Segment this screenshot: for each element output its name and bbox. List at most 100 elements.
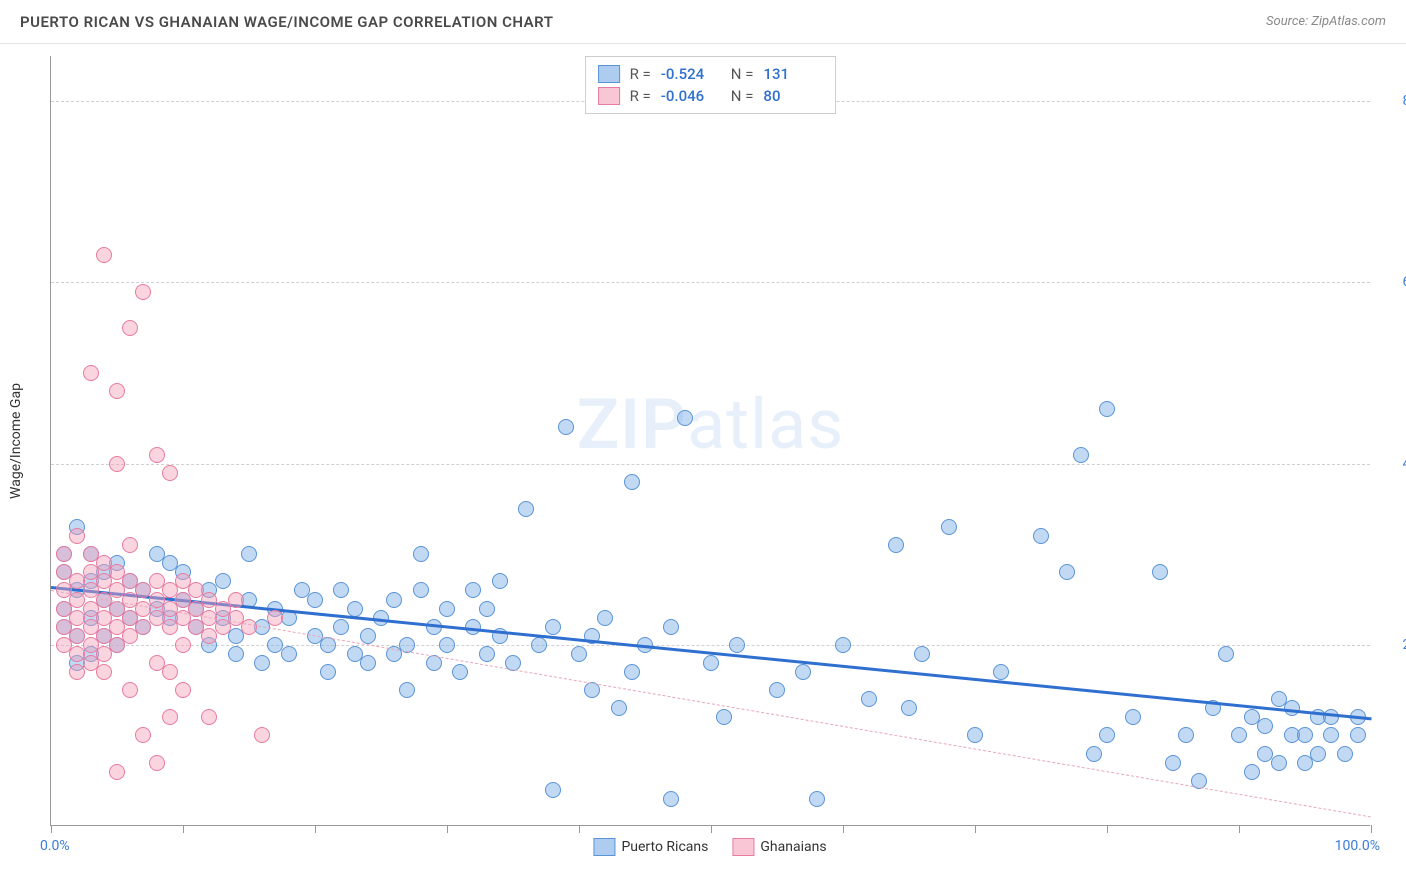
data-point <box>597 610 613 626</box>
data-point <box>347 601 363 617</box>
data-point <box>307 592 323 608</box>
trendline <box>51 590 1371 817</box>
data-point <box>109 456 125 472</box>
data-point <box>228 646 244 662</box>
data-point <box>1178 727 1194 743</box>
y-tick-label: 60.0% <box>1380 274 1406 290</box>
r-label-2: R = <box>630 87 651 105</box>
x-tick <box>711 825 712 833</box>
data-point <box>413 582 429 598</box>
data-point <box>175 637 191 653</box>
data-point <box>96 664 112 680</box>
data-point <box>135 727 151 743</box>
gridline <box>51 464 1370 465</box>
data-point <box>386 592 402 608</box>
r-value-2: -0.046 <box>661 87 721 105</box>
data-point <box>624 664 640 680</box>
data-point <box>228 592 244 608</box>
data-point <box>663 791 679 807</box>
source-label: Source: ZipAtlas.com <box>1266 14 1386 29</box>
data-point <box>518 501 534 517</box>
chart-area: Wage/Income Gap ZIPatlas R = -0.524 N = … <box>50 56 1370 826</box>
y-tick-label: 80.0% <box>1380 93 1406 109</box>
data-point <box>465 582 481 598</box>
plot-region: ZIPatlas R = -0.524 N = 131 R = -0.046 N… <box>50 56 1370 826</box>
legend-label-1: Puerto Ricans <box>621 839 708 855</box>
data-point <box>624 474 640 490</box>
data-point <box>333 582 349 598</box>
data-point <box>109 383 125 399</box>
data-point <box>1323 727 1339 743</box>
data-point <box>56 546 72 562</box>
swatch-blue <box>598 65 620 83</box>
data-point <box>162 709 178 725</box>
data-point <box>122 537 138 553</box>
data-point <box>1218 646 1234 662</box>
swatch-pink <box>598 87 620 105</box>
data-point <box>1099 727 1115 743</box>
x-tick <box>315 825 316 833</box>
data-point <box>1086 746 1102 762</box>
legend-swatch-pink <box>732 838 754 856</box>
x-tick <box>51 825 52 833</box>
x-tick <box>1107 825 1108 833</box>
watermark: ZIPatlas <box>577 384 845 466</box>
data-point <box>1310 746 1326 762</box>
data-point <box>320 664 336 680</box>
x-max-label: 100.0% <box>1335 838 1380 854</box>
data-point <box>914 646 930 662</box>
data-point <box>175 682 191 698</box>
data-point <box>69 528 85 544</box>
data-point <box>122 682 138 698</box>
x-tick <box>1239 825 1240 833</box>
data-point <box>716 709 732 725</box>
data-point <box>333 619 349 635</box>
n-value-2: 80 <box>763 87 823 105</box>
data-point <box>835 637 851 653</box>
data-point <box>611 700 627 716</box>
stats-box: R = -0.524 N = 131 R = -0.046 N = 80 <box>585 56 837 114</box>
y-tick-label: 40.0% <box>1380 456 1406 472</box>
data-point <box>941 519 957 535</box>
data-point <box>1350 727 1366 743</box>
legend-item-1: Puerto Ricans <box>593 838 708 856</box>
y-axis-title: Wage/Income Gap <box>8 383 24 499</box>
data-point <box>241 546 257 562</box>
data-point <box>135 284 151 300</box>
data-point <box>439 601 455 617</box>
data-point <box>149 755 165 771</box>
data-point <box>1073 447 1089 463</box>
data-point <box>1337 746 1353 762</box>
n-label-1: N = <box>731 65 754 83</box>
legend-label-2: Ghanaians <box>760 839 826 855</box>
r-label-1: R = <box>630 65 651 83</box>
chart-title: PUERTO RICAN VS GHANAIAN WAGE/INCOME GAP… <box>20 13 553 31</box>
data-point <box>479 646 495 662</box>
x-min-label: 0.0% <box>40 838 70 854</box>
data-point <box>545 619 561 635</box>
data-point <box>149 447 165 463</box>
data-point <box>1231 727 1247 743</box>
gridline <box>51 645 1370 646</box>
data-point <box>360 628 376 644</box>
x-tick <box>843 825 844 833</box>
data-point <box>1323 709 1339 725</box>
n-value-1: 131 <box>763 65 823 83</box>
data-point <box>1125 709 1141 725</box>
data-point <box>1099 401 1115 417</box>
data-point <box>109 764 125 780</box>
data-point <box>1033 528 1049 544</box>
data-point <box>809 791 825 807</box>
x-tick <box>579 825 580 833</box>
y-tick-label: 20.0% <box>1380 637 1406 653</box>
data-point <box>452 664 468 680</box>
header: PUERTO RICAN VS GHANAIAN WAGE/INCOME GAP… <box>0 0 1406 44</box>
n-label-2: N = <box>731 87 754 105</box>
data-point <box>162 664 178 680</box>
data-point <box>399 682 415 698</box>
data-point <box>993 664 1009 680</box>
data-point <box>122 320 138 336</box>
data-point <box>439 637 455 653</box>
data-point <box>663 619 679 635</box>
data-point <box>571 646 587 662</box>
